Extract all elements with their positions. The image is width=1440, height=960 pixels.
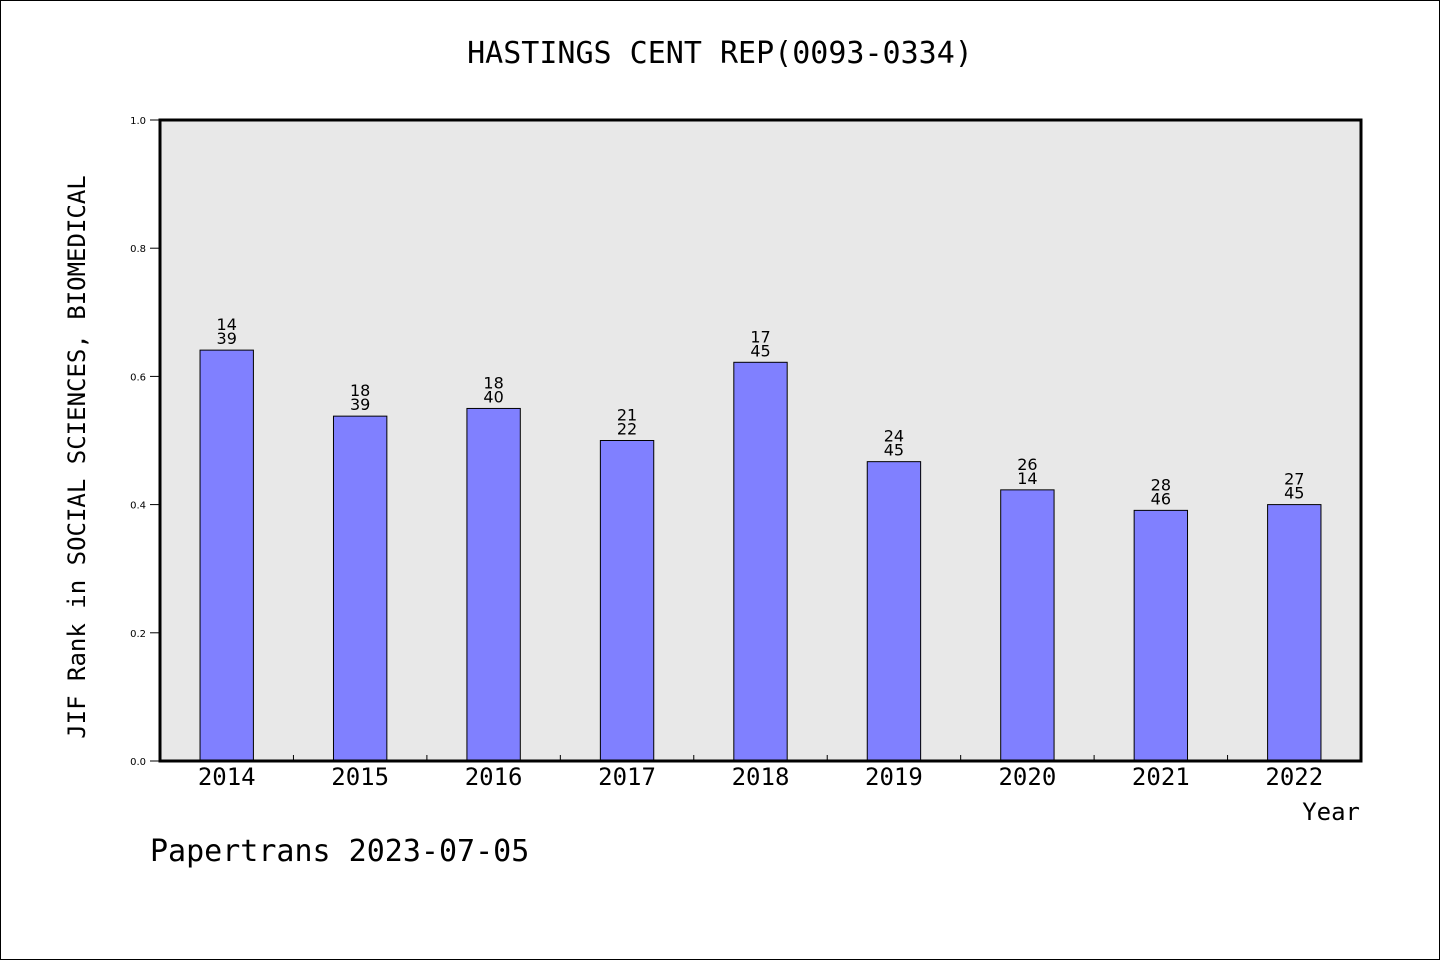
data-label-total: 39	[217, 329, 237, 348]
x-axis-label: Year	[1302, 798, 1360, 826]
bar	[1000, 489, 1055, 762]
data-label-rank: 24	[884, 427, 904, 446]
data-label-total: 39	[350, 395, 370, 414]
data-label-total: 14	[1017, 469, 1037, 488]
x-tick-label: 2019	[865, 763, 923, 791]
data-label-total: 45	[750, 341, 770, 360]
y-tick-label: 0.6	[130, 372, 146, 383]
x-tick-label: 2015	[331, 763, 389, 791]
footer-text: Papertrans 2023-07-05	[150, 834, 530, 869]
x-tick-label: 2020	[998, 763, 1056, 791]
x-tick-label: 2018	[732, 763, 790, 791]
y-ticks: 0.0 0.2 0.4 0.6 0.8 1.0	[130, 116, 160, 768]
x-tick-label: 2014	[198, 763, 256, 791]
chart-title: HASTINGS CENT REP(0093-0334)	[467, 36, 973, 71]
data-label-rank: 17	[750, 327, 770, 346]
data-label-total: 46	[1151, 489, 1171, 508]
data-label-rank: 18	[350, 381, 370, 400]
bar	[1267, 504, 1322, 762]
x-tick-label: 2021	[1132, 763, 1190, 791]
plot-border	[158, 118, 1363, 763]
data-label-total: 45	[884, 441, 904, 460]
x-tick-label: 2017	[598, 763, 656, 791]
bar	[199, 349, 254, 762]
bar	[599, 440, 655, 762]
data-label-rank: 26	[1017, 455, 1037, 474]
x-tick-label: 2022	[1265, 763, 1323, 791]
data-label-rank: 14	[217, 315, 237, 334]
y-axis-label: JIF Rank in SOCIAL SCIENCES, BIOMEDICAL	[63, 175, 91, 739]
data-label-rank: 27	[1284, 470, 1304, 489]
data-label-total: 22	[617, 420, 637, 439]
bars	[199, 349, 1322, 762]
data-label-rank: 18	[483, 373, 503, 392]
x-tick-label: 2016	[465, 763, 523, 791]
y-tick-label: 0.0	[130, 757, 146, 768]
y-tick-label: 0.4	[130, 501, 146, 512]
data-label-rank: 21	[617, 406, 637, 425]
data-label-total: 45	[1284, 484, 1304, 503]
y-tick-label: 1.0	[130, 116, 146, 127]
bar	[733, 361, 788, 762]
y-tick-label: 0.2	[130, 629, 146, 640]
bar	[332, 415, 388, 762]
bar	[466, 407, 521, 762]
category-labels: 2014 2015 2016 2017 2018 2019 2020 2021 2022	[198, 763, 1323, 791]
bar	[866, 461, 922, 762]
data-label-total: 40	[483, 387, 503, 406]
y-tick-label: 0.8	[130, 244, 146, 255]
data-label-rank: 28	[1151, 475, 1171, 494]
bar	[1133, 509, 1189, 762]
